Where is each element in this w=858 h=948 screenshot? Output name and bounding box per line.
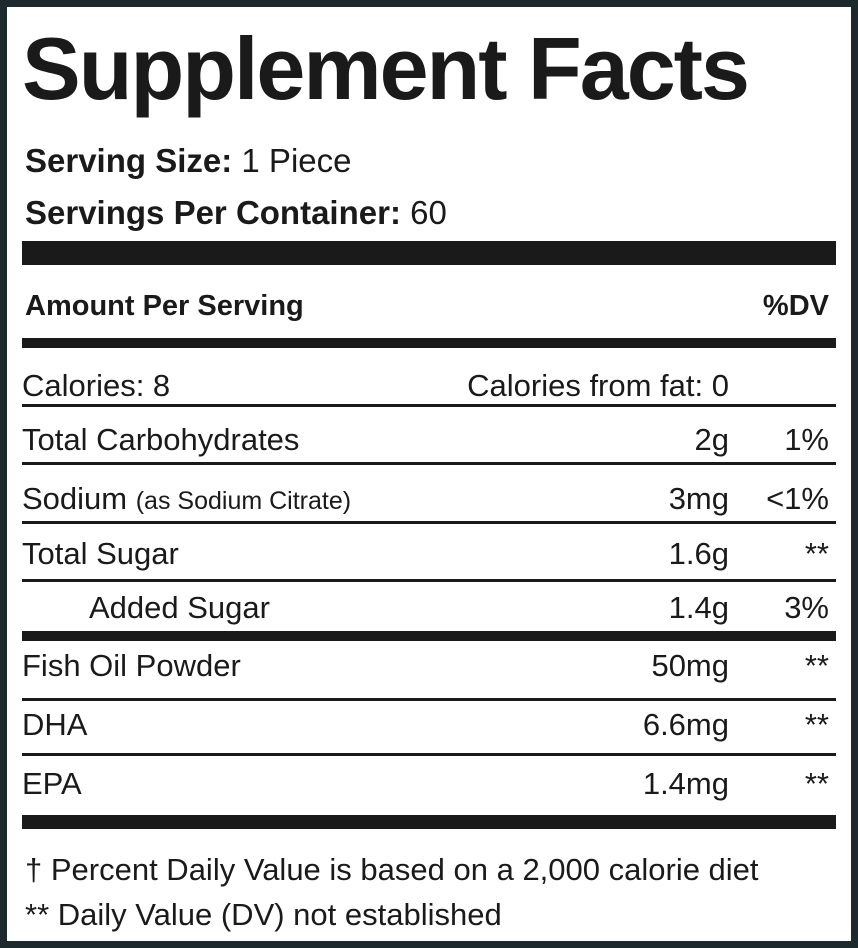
serving-value: 1 Piece (241, 142, 352, 179)
footnote: ** Daily Value (DV) not established (25, 897, 502, 932)
rule (22, 521, 836, 524)
nutrient-label: Total Sugar (22, 536, 179, 571)
title: Supplement Facts (22, 19, 750, 118)
nutrient-label: Total Carbohydrates (22, 422, 300, 457)
serving-label: Serving Size: (25, 142, 233, 179)
nutrient-name: Fish Oil Powder (22, 650, 241, 681)
nutrient-amount: 50mg (651, 648, 729, 683)
nutrient-dv: 3% (784, 590, 829, 625)
nutrient-label: Sodium (22, 481, 128, 516)
serving-label: Servings Per Container: (25, 194, 401, 231)
nutrient-label: DHA (22, 707, 88, 742)
nutrient-name: Total Carbohydrates (22, 424, 299, 455)
nutrient-amount: 1.6g (668, 536, 729, 571)
nutrient-amount: 1.4mg (642, 766, 729, 801)
rule (22, 631, 836, 641)
rule (22, 815, 836, 829)
servings-per-container: Servings Per Container: 60 (25, 196, 447, 229)
nutrient-note: (as Sodium Citrate) (135, 487, 352, 515)
nutrient-amount: 3mg (668, 481, 729, 516)
serving-size: Serving Size: 1 Piece (25, 144, 351, 177)
nutrient-dv: ** (804, 648, 829, 683)
serving-value: 60 (410, 194, 447, 231)
nutrient-name: EPA (22, 768, 82, 799)
nutrient-amount: 1.4g (668, 590, 729, 625)
amount-header: Amount Per Serving (25, 290, 304, 322)
nutrient-amount: 2g (694, 422, 729, 457)
rule (22, 462, 836, 465)
nutrient-label: Added Sugar (89, 590, 270, 625)
nutrient-dv: ** (804, 707, 829, 742)
nutrient-name: Added Sugar (89, 592, 270, 623)
nutrient-dv: <1% (766, 481, 829, 516)
footnote: † Percent Daily Value is based on a 2,00… (25, 852, 759, 887)
calories: Calories: 8 (22, 368, 171, 403)
nutrient-name: Sodium (as Sodium Citrate) (22, 483, 351, 514)
nutrient-name: Total Sugar (22, 538, 179, 569)
rule (22, 338, 836, 348)
nutrient-name: DHA (22, 709, 87, 740)
rule (22, 241, 836, 265)
nutrient-dv: ** (804, 536, 829, 571)
calories-from-fat: Calories from fat: 0 (467, 368, 729, 403)
nutrient-dv: ** (804, 766, 829, 801)
nutrient-label: EPA (22, 766, 82, 801)
nutrient-dv: 1% (784, 422, 829, 457)
dv-header: %DV (762, 290, 829, 322)
rule (22, 579, 836, 582)
nutrient-amount: 6.6mg (642, 707, 729, 742)
nutrient-label: Fish Oil Powder (22, 648, 241, 683)
rule (22, 753, 836, 756)
rule (22, 698, 836, 701)
rule (22, 404, 836, 407)
